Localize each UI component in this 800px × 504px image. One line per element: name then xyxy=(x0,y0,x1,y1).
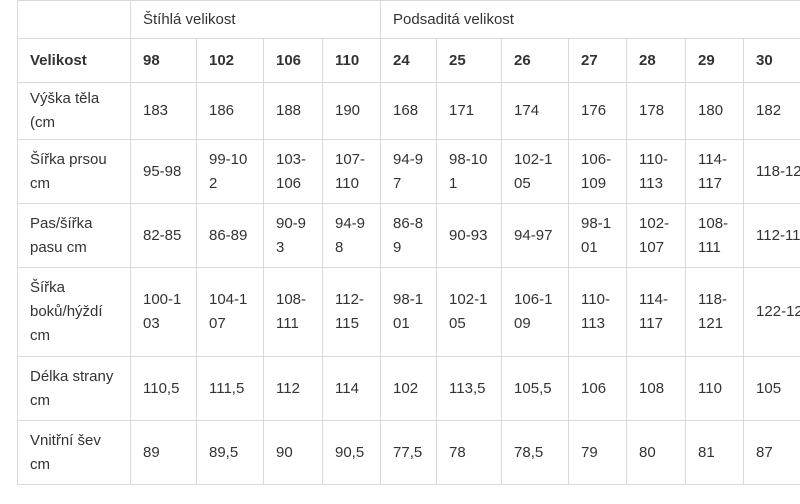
group-slim-header: Štíhlá velikost xyxy=(129,0,382,39)
table-cell: 102-107 xyxy=(626,203,687,268)
size-table: Štíhlá velikost Podsaditá velikost Velik… xyxy=(17,0,800,485)
row-label: Délka strany cm xyxy=(17,356,131,421)
table-cell: 110 xyxy=(685,356,745,421)
table-cell: 108-111 xyxy=(685,203,745,268)
table-cell: 90,5 xyxy=(321,420,382,485)
size-col-header: 27 xyxy=(568,38,628,83)
size-col-header: 25 xyxy=(436,38,503,83)
table-row: Délka strany cm 110,5 111,5 112 114 102 … xyxy=(17,356,800,421)
table-cell: 112-116 xyxy=(743,203,800,268)
table-cell: 94-97 xyxy=(380,139,438,204)
table-cell: 95-98 xyxy=(130,139,197,204)
size-col-header: 102 xyxy=(196,38,264,83)
table-cell: 80 xyxy=(626,420,687,485)
table-cell: 98-101 xyxy=(380,267,438,357)
size-col-header: 106 xyxy=(263,38,323,83)
table-cell: 118-121 xyxy=(743,139,800,204)
table-cell: 114-117 xyxy=(626,267,687,357)
table-cell: 182 xyxy=(743,82,800,140)
table-cell: 99-102 xyxy=(196,139,264,204)
table-cell: 102-105 xyxy=(501,139,570,204)
table-cell: 87 xyxy=(743,420,800,485)
table-cell: 104-107 xyxy=(196,267,264,357)
table-cell: 89 xyxy=(130,420,197,485)
size-col-header: 24 xyxy=(380,38,438,83)
table-row: Šířka prsou cm 95-98 99-102 103-106 107-… xyxy=(17,139,800,204)
table-row: Pas/šířka pasu cm 82-85 86-89 90-93 94-9… xyxy=(17,203,800,268)
size-label-header: Velikost xyxy=(17,38,131,83)
row-label: Šířka boků/hýždí cm xyxy=(17,267,131,357)
table-cell: 178 xyxy=(626,82,687,140)
table-cell: 171 xyxy=(436,82,503,140)
table-cell: 114 xyxy=(321,356,382,421)
table-cell: 86-89 xyxy=(380,203,438,268)
table-cell: 114-117 xyxy=(685,139,745,204)
table-cell: 98-101 xyxy=(568,203,628,268)
table-cell: 86-89 xyxy=(196,203,264,268)
table-cell: 122-125 xyxy=(743,267,800,357)
table-cell: 90-93 xyxy=(263,203,323,268)
size-col-header: 98 xyxy=(130,38,197,83)
table-cell: 176 xyxy=(568,82,628,140)
table-cell: 113,5 xyxy=(436,356,503,421)
table-cell: 105 xyxy=(743,356,800,421)
row-label: Výška těla (cm xyxy=(17,82,131,140)
table-cell: 111,5 xyxy=(196,356,264,421)
table-cell: 118-121 xyxy=(685,267,745,357)
table-cell: 102 xyxy=(380,356,438,421)
size-col-header: 28 xyxy=(626,38,687,83)
size-header-row: Velikost 98 102 106 110 24 25 26 27 28 2… xyxy=(17,38,800,83)
table-cell: 183 xyxy=(130,82,197,140)
corner-cell xyxy=(17,0,131,39)
size-col-header: 30 xyxy=(743,38,800,83)
table-cell: 82-85 xyxy=(130,203,197,268)
table-cell: 79 xyxy=(568,420,628,485)
table-row: Vnitřní šev cm 89 89,5 90 90,5 77,5 78 7… xyxy=(17,420,800,485)
row-label: Šířka prsou cm xyxy=(17,139,131,204)
table-cell: 186 xyxy=(196,82,264,140)
table-cell: 78,5 xyxy=(501,420,570,485)
table-cell: 78 xyxy=(436,420,503,485)
table-cell: 168 xyxy=(380,82,438,140)
table-cell: 89,5 xyxy=(196,420,264,485)
size-col-header: 26 xyxy=(501,38,570,83)
table-cell: 108-111 xyxy=(263,267,323,357)
table-cell: 106-109 xyxy=(501,267,570,357)
table-cell: 90-93 xyxy=(436,203,503,268)
table-cell: 77,5 xyxy=(380,420,438,485)
table-cell: 180 xyxy=(685,82,745,140)
table-cell: 106-109 xyxy=(568,139,628,204)
table-cell: 107-110 xyxy=(321,139,382,204)
table-cell: 188 xyxy=(263,82,323,140)
row-label: Pas/šířka pasu cm xyxy=(17,203,131,268)
group-short-header: Podsaditá velikost xyxy=(380,0,800,39)
table-cell: 110-113 xyxy=(626,139,687,204)
size-col-header: 29 xyxy=(685,38,745,83)
table-cell: 112 xyxy=(263,356,323,421)
table-cell: 102-105 xyxy=(436,267,503,357)
table-cell: 94-98 xyxy=(321,203,382,268)
table-row: Šířka boků/hýždí cm 100-103 104-107 108-… xyxy=(17,267,800,357)
size-col-header: 110 xyxy=(321,38,382,83)
table-cell: 190 xyxy=(321,82,382,140)
table-cell: 112-115 xyxy=(321,267,382,357)
table-cell: 98-101 xyxy=(436,139,503,204)
table-cell: 100-103 xyxy=(130,267,197,357)
table-cell: 110-113 xyxy=(568,267,628,357)
table-cell: 105,5 xyxy=(501,356,570,421)
table-cell: 103-106 xyxy=(263,139,323,204)
table-row: Výška těla (cm 183 186 188 190 168 171 1… xyxy=(17,82,800,140)
table-cell: 110,5 xyxy=(130,356,197,421)
table-cell: 90 xyxy=(263,420,323,485)
table-cell: 81 xyxy=(685,420,745,485)
size-group-row: Štíhlá velikost Podsaditá velikost xyxy=(17,0,800,39)
table-cell: 106 xyxy=(568,356,628,421)
row-label: Vnitřní šev cm xyxy=(17,420,131,485)
table-cell: 94-97 xyxy=(501,203,570,268)
table-cell: 174 xyxy=(501,82,570,140)
table-cell: 108 xyxy=(626,356,687,421)
